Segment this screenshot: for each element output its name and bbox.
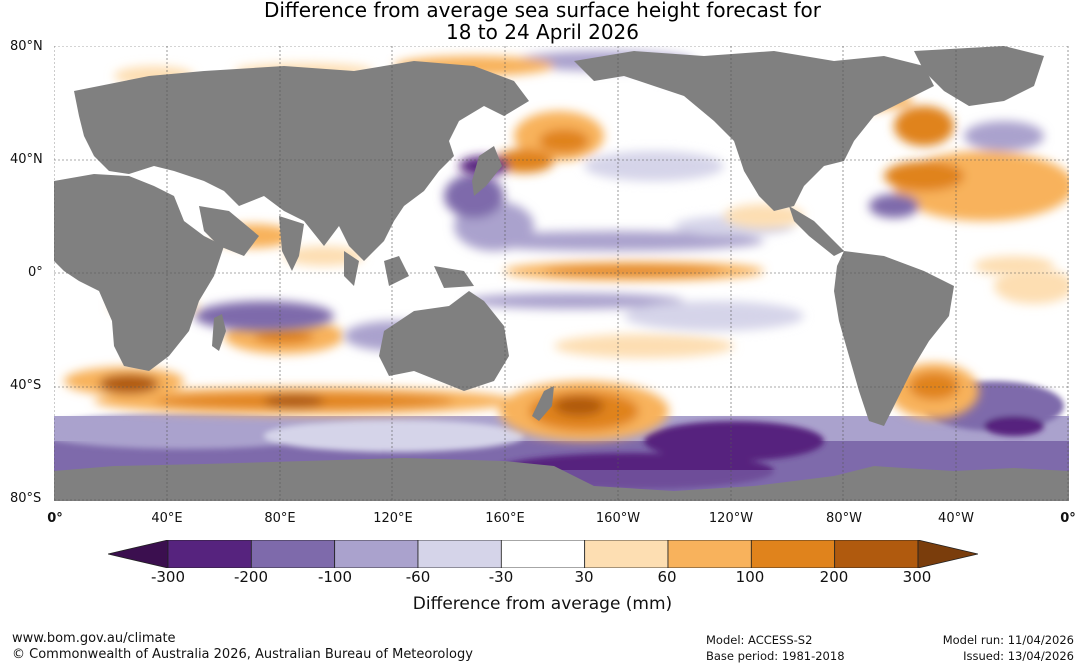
colorbar-tick-label: 100 <box>735 568 765 586</box>
colorbar-segment <box>834 540 919 568</box>
colorbar-segment <box>750 540 836 568</box>
base-period: Base period: 1981-2018 <box>706 649 845 663</box>
colorbar-segment <box>334 540 419 568</box>
colorbar-tick-label: -200 <box>233 568 269 586</box>
lon-label-160e: 160°E <box>485 511 525 526</box>
map-title-line-1: Difference from average sea surface heig… <box>263 0 822 22</box>
colorbar-tick-label: 300 <box>902 568 932 586</box>
map-title-line-2: 18 to 24 April 2026 <box>445 20 640 44</box>
sea-height-anomaly-map <box>54 46 1069 501</box>
colorbar-over-triangle <box>917 540 978 568</box>
lon-label-120e: 120°E <box>373 511 413 526</box>
lat-label-40n: 40°N <box>10 152 43 167</box>
lon-label-0-east: 0° <box>1060 511 1076 526</box>
lon-label-80e: 80°E <box>264 511 296 526</box>
lat-label-80s: 80°S <box>10 491 42 506</box>
colorbar-segment <box>500 540 586 568</box>
lon-label-40e: 40°E <box>151 511 183 526</box>
lon-label-120w: 120°W <box>708 511 754 526</box>
colorbar-segment <box>584 540 669 568</box>
colorbar-title: Difference from average (mm) <box>412 594 673 614</box>
lon-label-0-west: 0° <box>47 511 63 526</box>
colorbar-segment <box>417 540 502 568</box>
colorbar-segment <box>667 540 752 568</box>
colorbar-segment <box>250 540 336 568</box>
colorbar-tick-label: 200 <box>819 568 849 586</box>
model-name: Model: ACCESS-S2 <box>706 633 813 647</box>
website-link[interactable]: www.bom.gov.au/climate <box>12 631 176 646</box>
colorbar-tick-label: -60 <box>405 568 431 586</box>
map-graticule <box>54 46 1069 501</box>
colorbar-tick-label: 30 <box>574 568 594 586</box>
colorbar-tick-label: -30 <box>488 568 514 586</box>
colorbar-tick-label: 60 <box>657 568 677 586</box>
lon-label-160w: 160°W <box>595 511 641 526</box>
lon-label-40w: 40°W <box>938 511 974 526</box>
lat-label-40s: 40°S <box>10 378 42 393</box>
lon-label-80w: 80°W <box>826 511 862 526</box>
copyright-notice: © Commonwealth of Australia 2026, Austra… <box>12 647 473 662</box>
colorbar-under-triangle <box>108 540 169 568</box>
issued-date: Issued: 13/04/2026 <box>963 649 1074 663</box>
map-canvas <box>54 46 1069 501</box>
land-masses <box>54 46 1069 501</box>
lat-label-80n: 80°N <box>10 39 43 54</box>
colorbar-tick-label: -100 <box>317 568 353 586</box>
colorbar <box>108 540 978 568</box>
lat-label-0: 0° <box>28 265 43 280</box>
southern-ocean-positive-anomaly <box>64 268 1069 441</box>
colorbar-tick-label: -300 <box>150 568 186 586</box>
model-run-date: Model run: 11/04/2026 <box>942 633 1074 647</box>
colorbar-segment <box>167 540 252 568</box>
